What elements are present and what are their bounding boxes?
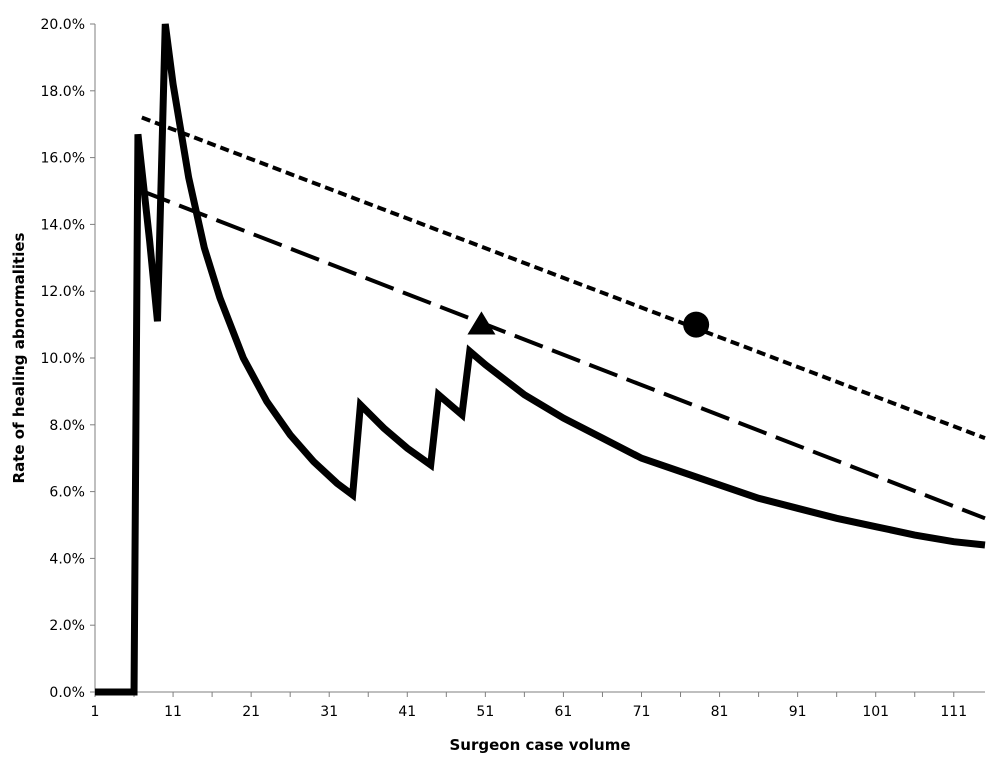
x-tick-label: 21 xyxy=(242,704,260,720)
x-tick-label: 111 xyxy=(940,704,967,720)
y-tick-label: 2.0% xyxy=(49,618,85,634)
y-tick-label: 16.0% xyxy=(41,151,85,167)
y-tick-label: 6.0% xyxy=(49,485,85,501)
x-tick-label: 91 xyxy=(789,704,807,720)
x-tick-label: 1 xyxy=(91,704,100,720)
x-tick-label: 31 xyxy=(320,704,338,720)
series-line-dashed xyxy=(141,189,986,521)
y-tick-label: 10.0% xyxy=(41,351,85,367)
series-line-dotted xyxy=(141,115,986,441)
y-tick-label: 20.0% xyxy=(41,17,85,33)
y-tick-label: 8.0% xyxy=(49,418,85,434)
y-tick-label: 12.0% xyxy=(41,284,85,300)
x-tick-label: 71 xyxy=(633,704,651,720)
triangle-marker xyxy=(467,311,496,335)
series-line-solid xyxy=(95,23,986,696)
x-tick-label: 81 xyxy=(711,704,729,720)
x-tick-label: 101 xyxy=(862,704,889,720)
x-tick-label: 51 xyxy=(476,704,494,720)
y-tick-label: 14.0% xyxy=(41,217,85,233)
x-tick-label: 41 xyxy=(398,704,416,720)
y-tick-label: 4.0% xyxy=(49,551,85,567)
circle-marker xyxy=(683,311,710,338)
y-tick-label: 0.0% xyxy=(49,685,85,701)
x-tick-label: 61 xyxy=(555,704,573,720)
plot-area: 0.0% 2.0% 4.0% 6.0% 8.0% 10.0% 12.0% 14.0% 16.0%… xyxy=(41,17,986,720)
x-tick-label: 11 xyxy=(164,704,182,720)
y-tick-label: 18.0% xyxy=(41,84,85,100)
x-axis-title: Surgeon case volume xyxy=(449,736,630,754)
y-axis-title: Rate of healing abnormalities xyxy=(10,232,28,483)
